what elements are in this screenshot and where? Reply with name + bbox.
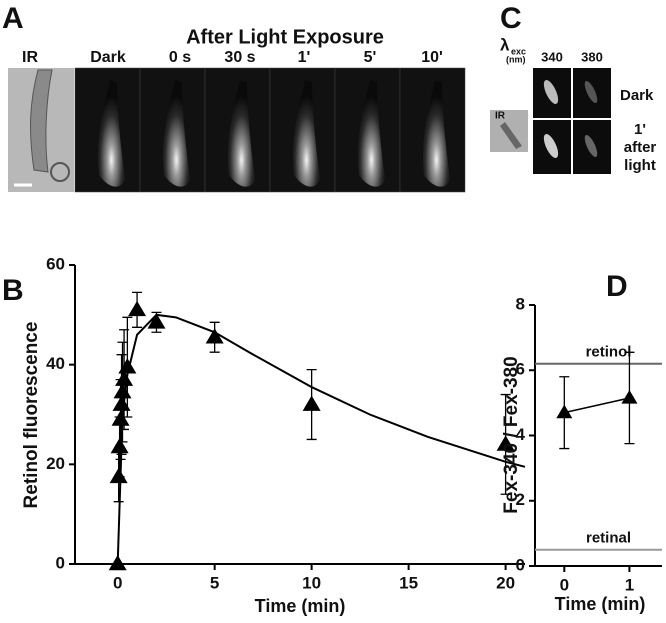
cell xyxy=(227,80,255,187)
cell xyxy=(543,80,559,104)
reference-label: retinol xyxy=(586,344,632,361)
point xyxy=(496,435,515,451)
ir-cell xyxy=(500,122,522,149)
y-axis-label: Retinol fluorescence xyxy=(21,322,42,509)
y-axis-label: Fex-340 / Fex-380 xyxy=(501,356,522,513)
y-tick-label: 6 xyxy=(516,360,525,379)
row-label: after xyxy=(624,139,657,156)
micrographs xyxy=(8,68,74,192)
point xyxy=(108,555,127,571)
lambda: λ xyxy=(500,35,510,54)
point xyxy=(111,410,130,426)
connecting-line xyxy=(564,397,630,414)
frame-label: 1' xyxy=(298,49,311,66)
column-label: 380 xyxy=(581,49,603,64)
y-tick-label: 20 xyxy=(46,454,65,473)
point xyxy=(556,404,573,419)
ir-cell xyxy=(30,69,53,173)
cell xyxy=(162,80,190,187)
c-images xyxy=(533,68,611,174)
panel-label: C xyxy=(500,2,522,35)
y-tick-label: 8 xyxy=(516,294,525,313)
cell xyxy=(357,80,385,187)
point xyxy=(621,389,638,404)
y-tick-label: 4 xyxy=(516,425,526,444)
ir-cell xyxy=(50,162,70,182)
point xyxy=(128,300,147,317)
frame-label: Dark xyxy=(90,49,126,66)
cell xyxy=(292,80,320,187)
x-tick-label: 5 xyxy=(210,573,219,592)
x-axis-label: Time (min) xyxy=(255,596,346,616)
point xyxy=(109,467,128,484)
x-tick-label: 0 xyxy=(113,573,122,592)
frame-label: 10' xyxy=(421,49,443,66)
point xyxy=(110,437,129,454)
point xyxy=(205,328,224,344)
frame-label: 5' xyxy=(364,49,377,66)
lambda-unit: (nm) xyxy=(506,54,526,64)
x-tick-label: 15 xyxy=(399,573,418,592)
x-axis-label: Time (min) xyxy=(555,594,646,614)
row-label: Dark xyxy=(620,87,654,104)
panel-label: B xyxy=(2,274,24,307)
point xyxy=(115,370,134,386)
y-tick-label: 0 xyxy=(516,555,525,574)
point xyxy=(112,395,131,411)
panel-label: A xyxy=(2,2,24,35)
point xyxy=(147,313,166,329)
x-tick-label: 1 xyxy=(625,575,634,594)
fit-curve xyxy=(116,313,526,565)
ir-label: IR xyxy=(495,111,506,122)
cell xyxy=(584,80,598,104)
x-tick-label: 0 xyxy=(560,575,569,594)
reference-label: retinal xyxy=(586,530,631,547)
panel-a-header: After Light Exposure xyxy=(186,26,384,48)
y-tick-label: 60 xyxy=(46,254,65,273)
y-tick-label: 0 xyxy=(56,553,65,572)
frame-label: IR xyxy=(22,49,38,66)
x-tick-label: 20 xyxy=(496,573,515,592)
cell xyxy=(422,80,450,187)
row-label: light xyxy=(624,157,656,174)
y-tick-label: 2 xyxy=(516,490,525,509)
lambda-sub: exc xyxy=(511,46,526,56)
frame-label: 0 s xyxy=(169,49,191,66)
cell xyxy=(543,134,559,158)
cell xyxy=(584,134,598,158)
column-label: 340 xyxy=(541,49,563,64)
x-tick-label: 10 xyxy=(302,573,321,592)
panel-label: D xyxy=(606,270,628,303)
row-label: 1' xyxy=(634,121,646,138)
frame-label: 30 s xyxy=(224,49,255,66)
y-tick-label: 40 xyxy=(46,354,65,373)
point xyxy=(118,358,137,374)
cell xyxy=(97,80,125,187)
fluorescence-frames xyxy=(74,67,466,193)
point xyxy=(302,395,321,411)
